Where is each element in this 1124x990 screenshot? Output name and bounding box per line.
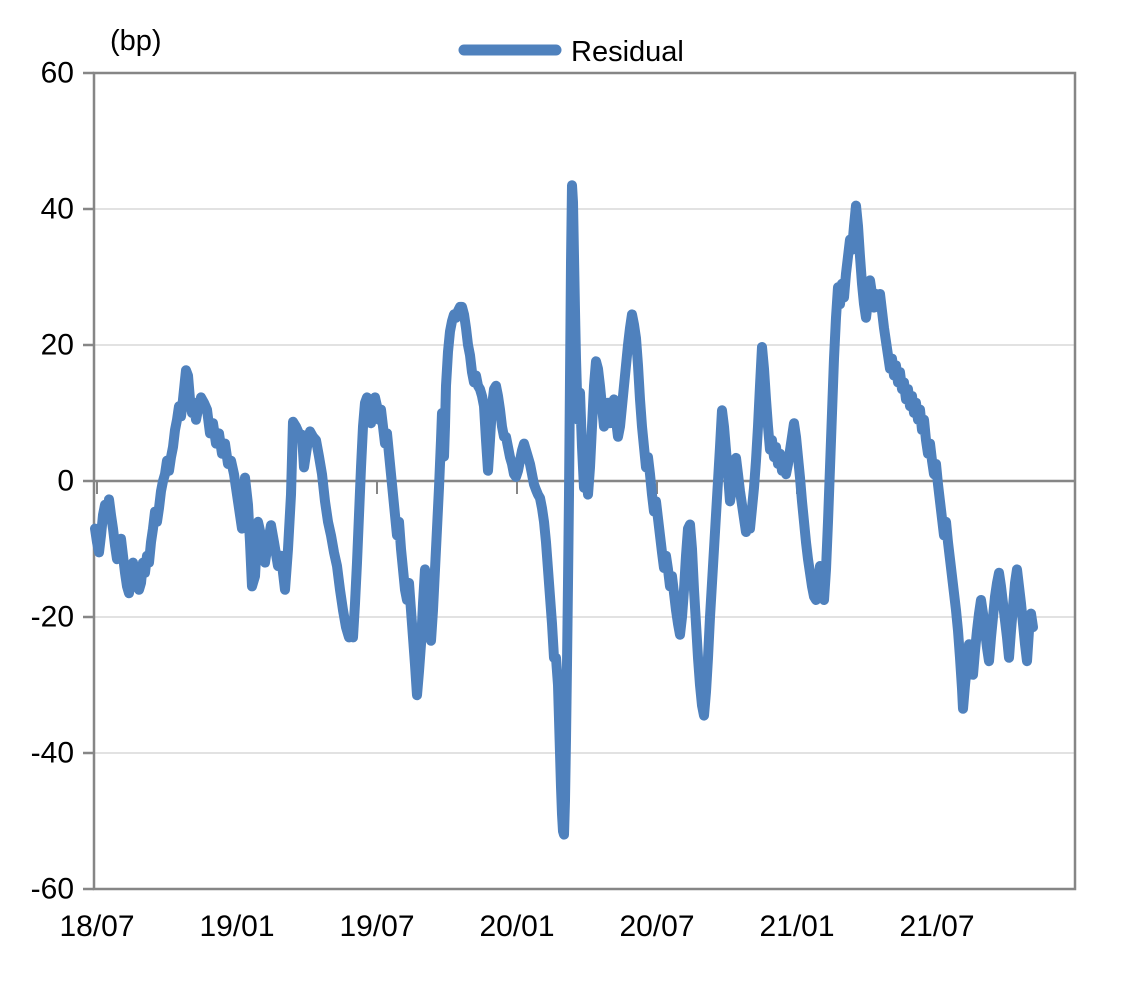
axis-unit-label: (bp) [110, 25, 162, 57]
x-axis-label-19/01: 19/01 [199, 910, 274, 943]
legend-label: Residual [571, 36, 684, 68]
y-axis-label--40: -40 [31, 737, 74, 770]
gridlines [94, 208, 1075, 754]
x-axis-label-21/07: 21/07 [899, 910, 974, 943]
legend: Residual [458, 36, 684, 68]
y-axis-label-0: 0 [57, 465, 74, 498]
y-axis-label-60: 60 [41, 57, 74, 90]
axis-ticks [83, 71, 938, 891]
y-axis-label--20: -20 [31, 601, 74, 634]
y-axis-labels: 60 40 20 0 -20 -40 -60 [31, 57, 74, 906]
y-axis-label-40: 40 [41, 193, 74, 226]
y-axis-label-20: 20 [41, 329, 74, 362]
residual-series-line [90, 180, 1038, 840]
x-axis-label-20/07: 20/07 [619, 910, 694, 943]
x-axis-label-19/07: 19/07 [339, 910, 414, 943]
x-axis-label-21/01: 21/01 [759, 910, 834, 943]
x-axis-label-18/07: 18/07 [59, 910, 134, 943]
x-axis-labels: 18/07 19/01 19/07 20/01 20/07 21/01 21/07 [59, 910, 974, 943]
x-axis-label-20/01: 20/01 [479, 910, 554, 943]
y-axis-label--60: -60 [31, 873, 74, 906]
